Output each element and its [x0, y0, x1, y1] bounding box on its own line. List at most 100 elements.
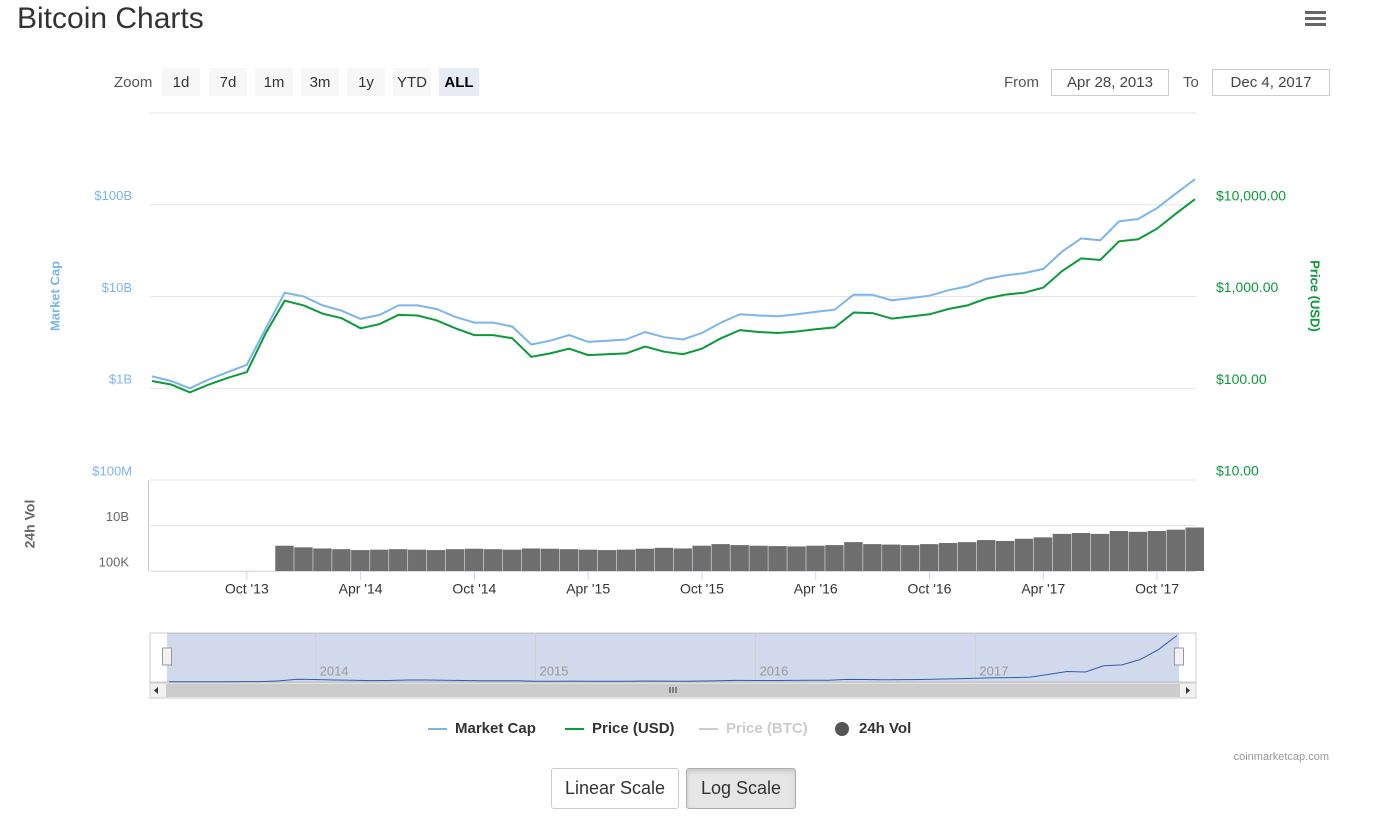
volume-bar — [332, 549, 351, 571]
volume-bar — [1090, 533, 1110, 571]
volume-bar — [806, 545, 825, 571]
volume-bar — [938, 542, 958, 571]
volume-bar — [844, 542, 863, 571]
navigator-range[interactable] — [167, 633, 1179, 682]
x-tick-label: Apr '14 — [339, 581, 383, 597]
y2-tick-label: $1,000.00 — [1216, 279, 1278, 295]
volume-bar — [313, 548, 332, 571]
legend-label: 24h Vol — [859, 720, 911, 737]
vol-axis-title: 24h Vol — [22, 500, 38, 549]
vol-tick-label: 10B — [106, 509, 129, 524]
volume-bar — [787, 546, 806, 571]
navigator-tick-label: 2015 — [540, 663, 569, 678]
volume-bar — [597, 550, 617, 571]
menu-bar — [1305, 23, 1326, 26]
navigator-handle[interactable] — [162, 647, 172, 666]
y2-tick-label: $10,000.00 — [1216, 187, 1286, 203]
scroll-right-arrow[interactable] — [1186, 687, 1190, 694]
x-tick-label: Oct '17 — [1135, 581, 1179, 597]
volume-bar — [521, 548, 541, 571]
navigator-tick-label: 2014 — [320, 663, 349, 678]
volume-bar — [711, 544, 730, 571]
volume-bar — [654, 547, 673, 571]
volume-bar — [616, 549, 636, 571]
volume-bar — [1052, 533, 1072, 571]
volume-bar — [1109, 530, 1129, 571]
legend-label: Price (BTC) — [726, 720, 808, 737]
volume-bar — [1071, 532, 1091, 571]
volume-bar — [920, 544, 939, 571]
x-tick-label: Oct '16 — [908, 581, 952, 597]
volume-bar — [1166, 529, 1186, 571]
legend-item[interactable]: Market Cap — [428, 720, 536, 737]
x-tick-label: Oct '13 — [225, 581, 269, 597]
zoom-button[interactable]: 1m — [255, 68, 293, 96]
volume-bar — [426, 550, 446, 571]
credit: coinmarketcap.com — [1234, 751, 1329, 763]
volume-bar — [749, 545, 768, 571]
zoom-button[interactable]: 1y — [347, 68, 385, 96]
volume-bar — [351, 550, 370, 571]
to-date-input[interactable]: Dec 4, 2017 — [1212, 69, 1330, 96]
zoom-button[interactable]: YTD — [393, 68, 431, 96]
y-tick-label: $100B — [94, 188, 132, 203]
volume-bar — [995, 540, 1015, 571]
menu-icon[interactable] — [1305, 11, 1326, 26]
scale-button[interactable]: Linear Scale — [551, 768, 679, 809]
from-label: From — [1004, 73, 1039, 91]
y-tick-label: $10B — [102, 280, 132, 295]
navigator-frame — [149, 632, 1197, 683]
x-tick-label: Oct '14 — [452, 581, 496, 597]
volume-bar — [768, 546, 787, 571]
navigator-tick-label: 2017 — [979, 663, 1008, 678]
volume-bar — [389, 549, 408, 571]
y-tick-label: $1B — [109, 372, 132, 387]
volume-bar — [445, 549, 465, 571]
legend-label: Price (USD) — [592, 720, 675, 737]
page-title: Bitcoin Charts — [17, 2, 204, 35]
volume-bar — [957, 542, 977, 571]
volume-bar — [1014, 538, 1034, 571]
zoom-button[interactable]: 3m — [301, 68, 339, 96]
volume-bar — [540, 548, 560, 571]
volume-bar — [275, 545, 294, 571]
series-line — [151, 178, 1196, 390]
scroll-left-arrow[interactable] — [154, 687, 158, 694]
volume-bar — [673, 548, 692, 571]
volume-bar — [559, 549, 579, 571]
legend-item[interactable]: Price (BTC) — [699, 720, 808, 737]
zoom-button[interactable]: ALL — [439, 68, 479, 96]
to-label: To — [1183, 73, 1199, 91]
scrollbar-grip — [669, 687, 677, 693]
volume-bar — [1185, 527, 1204, 571]
navigator-tick-label: 2016 — [759, 663, 788, 678]
volume-bar — [863, 544, 882, 571]
vol-tick-label: 100K — [99, 554, 130, 569]
legend-item[interactable]: Price (USD) — [565, 720, 675, 737]
navigator-handle[interactable] — [1174, 647, 1184, 666]
x-tick-label: Apr '17 — [1021, 581, 1065, 597]
zoom-button[interactable]: 7d — [209, 68, 247, 96]
volume-bar — [502, 549, 522, 571]
volume-bar — [1033, 537, 1053, 571]
legend-item[interactable]: 24h Vol — [835, 720, 911, 737]
menu-bar — [1305, 11, 1326, 14]
volume-bar — [294, 547, 313, 571]
volume-bar — [464, 548, 484, 571]
volume-bar — [408, 549, 427, 571]
volume-bar — [882, 544, 901, 571]
volume-bar — [692, 545, 711, 571]
y-axis-title: Market Cap — [47, 261, 62, 331]
scale-button[interactable]: Log Scale — [686, 768, 796, 809]
from-date-input[interactable]: Apr 28, 2013 — [1051, 69, 1169, 96]
x-tick-label: Oct '15 — [680, 581, 724, 597]
zoom-button[interactable]: 1d — [162, 68, 200, 96]
y-tick-label: $100M — [92, 463, 132, 478]
volume-bar — [578, 549, 598, 571]
x-tick-label: Apr '15 — [566, 581, 610, 597]
legend-marker — [835, 722, 849, 736]
volume-bar — [635, 548, 655, 571]
x-tick-label: Apr '16 — [794, 581, 838, 597]
